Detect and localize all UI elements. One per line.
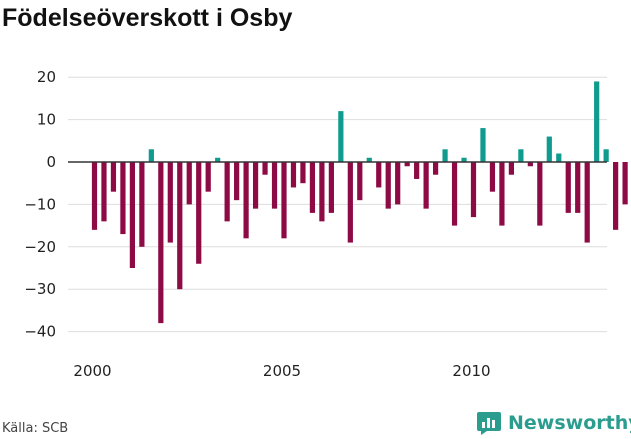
bar [196, 162, 202, 264]
bars [91, 81, 628, 324]
bar [148, 149, 154, 162]
bar [470, 162, 477, 218]
bar [158, 162, 164, 324]
bar [357, 162, 363, 201]
y-tick-label: 10 [37, 111, 56, 129]
newsworthy-icon [477, 412, 501, 435]
y-tick-label: −10 [24, 195, 56, 213]
bar [480, 128, 486, 162]
bar [499, 162, 505, 226]
bar [224, 162, 230, 222]
bar [186, 162, 192, 205]
bar [101, 162, 107, 222]
bar [205, 162, 211, 192]
bar [565, 162, 571, 213]
bar [622, 162, 628, 205]
y-tick-label: 20 [37, 68, 56, 86]
page-title: Födelseöverskott i Osby [2, 4, 293, 32]
bar [300, 162, 306, 184]
bar [271, 162, 278, 209]
bar [347, 162, 353, 243]
x-tick-label: 2005 [263, 362, 301, 380]
y-tick-label: −40 [24, 323, 56, 341]
bar [243, 162, 249, 239]
bar [518, 149, 524, 162]
bar [120, 162, 126, 235]
bar [129, 162, 135, 268]
bar [423, 162, 429, 209]
y-axis-ticks: 20 10 0 −10 −20 −30 −40 [24, 68, 56, 340]
bar [414, 162, 420, 179]
bar [91, 162, 98, 230]
bar [575, 162, 581, 213]
bar [395, 162, 401, 205]
bar [404, 162, 410, 167]
bar [319, 162, 325, 222]
bar [461, 157, 467, 162]
bar [432, 162, 439, 175]
bar [252, 162, 259, 209]
bar [442, 149, 448, 162]
y-tick-label: 0 [46, 153, 56, 171]
bar [262, 162, 268, 175]
bar [385, 162, 391, 209]
bar [215, 157, 221, 162]
bar [584, 162, 590, 243]
bar [537, 162, 543, 226]
x-tick-label: 2000 [73, 362, 111, 380]
brand-logo[interactable]: Newsworthy [476, 409, 631, 437]
x-tick-label: 2010 [452, 362, 490, 380]
bar [556, 153, 562, 162]
brand-name: Newsworthy [508, 412, 631, 434]
bar [527, 162, 533, 167]
bar [603, 149, 609, 162]
bar [177, 162, 183, 290]
y-tick-label: −30 [24, 280, 56, 298]
bar [489, 162, 496, 192]
bar [451, 162, 458, 226]
bar [309, 162, 316, 213]
gridlines [68, 76, 607, 333]
bar [290, 162, 297, 188]
bar [139, 162, 145, 247]
bar [613, 162, 619, 230]
y-tick-label: −20 [24, 238, 56, 256]
bar [376, 162, 382, 188]
bar [110, 162, 117, 192]
bar [546, 136, 552, 162]
x-axis-ticks: 200020052010201520202025 [73, 362, 490, 380]
bar [366, 157, 372, 162]
bar [167, 162, 173, 243]
bar [234, 162, 240, 201]
bar [328, 162, 334, 213]
source-label: Källa: SCB [2, 421, 69, 436]
bar [338, 111, 344, 162]
bar [594, 81, 600, 162]
bar [281, 162, 287, 239]
bar [508, 162, 514, 175]
